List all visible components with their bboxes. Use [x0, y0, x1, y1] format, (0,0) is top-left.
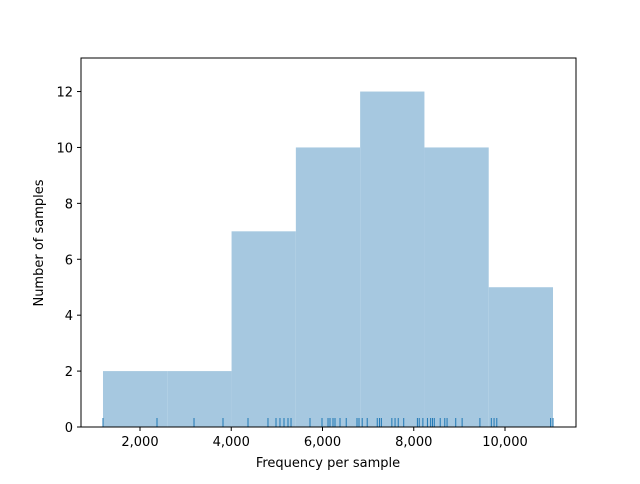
x-tick-label: 6,000	[304, 435, 341, 450]
y-tick-label: 8	[65, 197, 73, 212]
bar	[231, 231, 296, 427]
y-tick-label: 10	[56, 141, 73, 156]
x-tick-label: 2,000	[121, 435, 158, 450]
y-tick-label: 6	[65, 253, 73, 268]
x-tick-label: 4,000	[213, 435, 250, 450]
y-tick-label: 2	[65, 365, 73, 380]
y-tick-label: 4	[65, 309, 73, 324]
x-tick-label: 10,000	[482, 435, 528, 450]
bar	[424, 147, 489, 428]
bar	[295, 147, 361, 428]
bar	[167, 371, 232, 427]
y-axis-label: Number of samples	[32, 179, 47, 306]
y-tick-label: 0	[65, 421, 73, 436]
x-tick-label: 8,000	[395, 435, 432, 450]
bar	[102, 371, 168, 427]
bar	[488, 287, 554, 427]
y-tick-label: 12	[56, 86, 73, 101]
bar	[360, 91, 425, 427]
plot-frame	[80, 57, 577, 428]
x-axis-label: Frequency per sample	[256, 456, 400, 471]
